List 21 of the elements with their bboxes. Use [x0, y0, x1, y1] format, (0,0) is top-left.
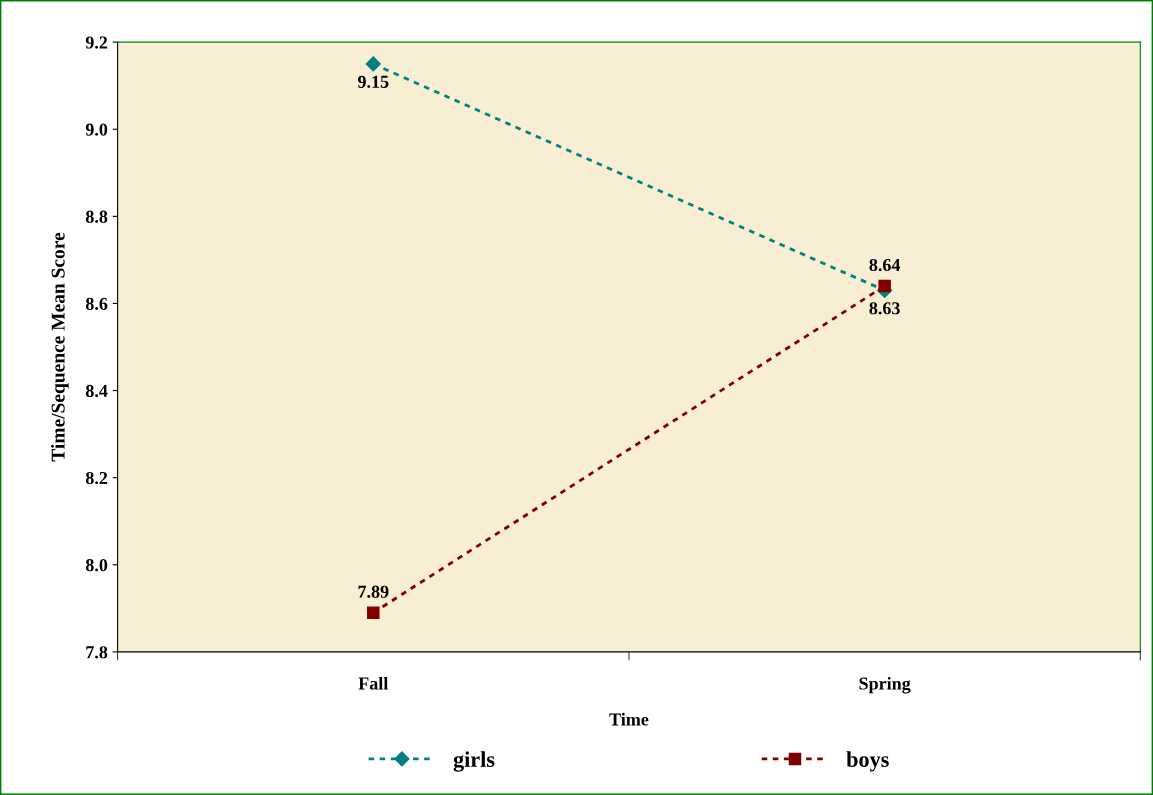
y-tick-label: 9.2 — [85, 36, 108, 49]
data-label: 8.64 — [869, 258, 901, 272]
y-tick-label: 8.4 — [85, 384, 108, 398]
legend-label: girls — [453, 751, 495, 772]
point — [367, 606, 380, 619]
y-tick-label: 9.0 — [85, 123, 108, 136]
y-axis-title: Time/Sequence Mean Score — [51, 232, 69, 462]
y-tick-label: 8.2 — [85, 471, 108, 485]
data-label: 7.89 — [358, 585, 389, 598]
data-label: 9.15 — [357, 75, 389, 88]
point — [878, 279, 891, 293]
x-tick-label: Spring — [859, 676, 911, 694]
y-tick-label: 7.8 — [86, 646, 108, 659]
point — [365, 56, 381, 72]
data-label: 8.63 — [869, 302, 900, 315]
y-tick-label: 8.6 — [85, 297, 108, 310]
legend-label: boys — [846, 751, 889, 772]
y-tick-label: 8.0 — [85, 559, 108, 572]
x-axis-title: Time — [609, 712, 649, 726]
y-tick-label: 8.8 — [85, 210, 108, 223]
x-tick-label: Fall — [358, 676, 389, 690]
